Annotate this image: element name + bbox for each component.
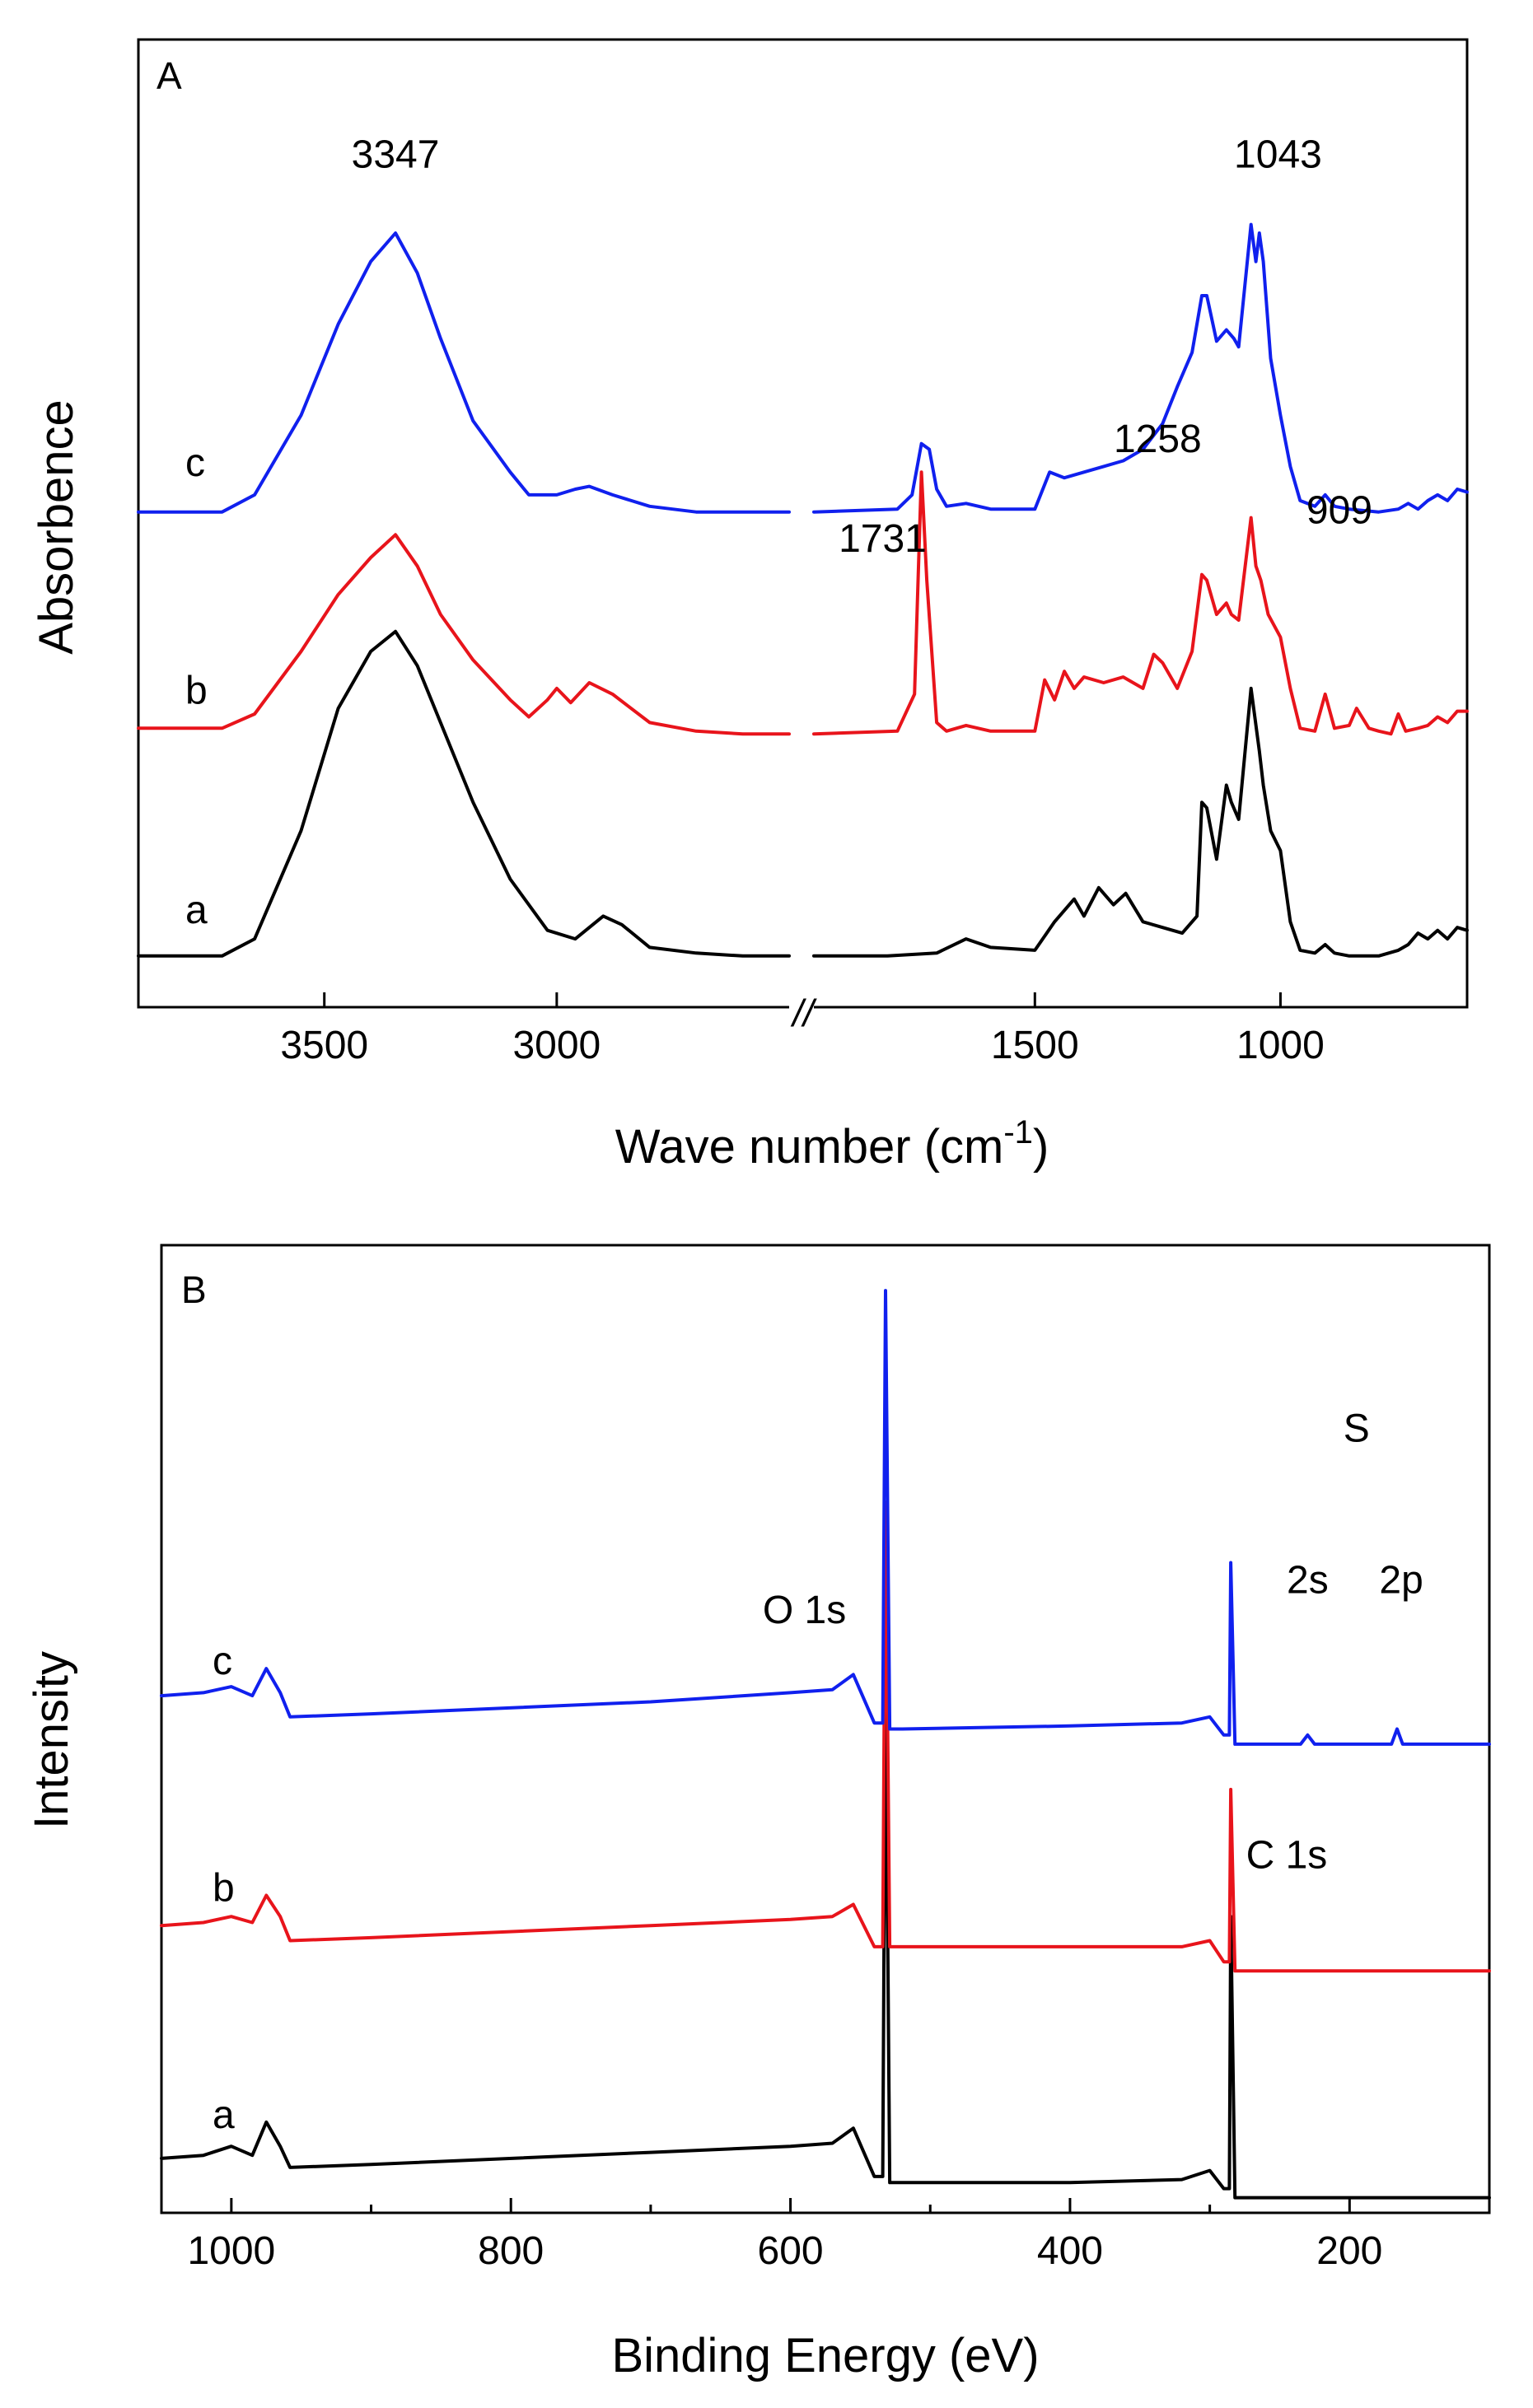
panel-b-series-b-line [160, 1500, 1491, 1973]
panel-b-annotation-C-1s: C 1s [1246, 1833, 1328, 1877]
panel-b-x-tick-label: 400 [1037, 2229, 1103, 2273]
panel-a-series-a-line [812, 686, 1469, 958]
panel-a-series-b-line [137, 533, 791, 736]
panel-b-annotation-S: S [1344, 1407, 1370, 1451]
panel-a-series-label-a: a [185, 889, 208, 932]
panel-a-annotation-3347: 3347 [352, 133, 440, 177]
panel-a-y-axis-label: Absorbence [30, 399, 83, 655]
panel-a-x-tick-label: 3000 [512, 1024, 601, 1067]
panel-a: A Absorbence Wave number (cm-1) // 3500 3… [30, 38, 1469, 1174]
panel-b-x-tick-label: 1000 [187, 2229, 275, 2273]
panel-b-frame [160, 1244, 1491, 2214]
panel-a-series-label-b: b [185, 670, 208, 713]
panel-b-series-a-line [160, 1667, 1491, 2200]
panel-a-series-labels: a b c [185, 441, 208, 932]
panel-a-axis-break-marker: // [790, 992, 817, 1034]
panel-b-annotation-2s: 2s [1287, 1558, 1329, 1602]
panel-b-series-label-b: b [213, 1867, 235, 1911]
panel-b-curves [160, 1289, 1491, 2200]
panel-a-x-axis-label: Wave number (cm-1) [615, 1114, 1049, 1174]
panel-b-x-tick-label: 600 [758, 2229, 824, 2273]
panel-a-x-tick-label: 1000 [1236, 1024, 1325, 1067]
panel-b-x-tick-label: 800 [478, 2229, 544, 2273]
panel-a-series-c-line [137, 231, 791, 514]
panel-a-x-tick-label: 1500 [991, 1024, 1079, 1067]
panel-a-ticks: 3500 3000 1500 1000 [280, 992, 1325, 1067]
panel-a-annotation-1258: 1258 [1114, 418, 1202, 461]
panel-a-series-c-line [812, 222, 1469, 514]
panel-b-series-label-a: a [213, 2093, 235, 2137]
panel-a-label: A [157, 54, 182, 97]
panel-b-label: B [181, 1268, 207, 1311]
panel-b-x-axis-label: Binding Energy (eV) [611, 2329, 1039, 2382]
panel-a-series-a-line [137, 629, 791, 958]
panel-b-annotation-2p: 2p [1379, 1558, 1423, 1602]
panel-b-annotations: O 1s C 1s S 2s 2p [763, 1407, 1423, 1878]
panel-b-series-labels: a b c [213, 1640, 235, 2137]
panel-a-axis-break-gap [789, 998, 814, 1018]
panel-b-ticks: 1000 800 600 400 200 [187, 2198, 1491, 2273]
panel-a-x-axis-label-superscript: -1 [1003, 1114, 1033, 1150]
panel-a-series-label-c: c [185, 441, 205, 485]
panel-b-x-tick-label: 200 [1316, 2229, 1382, 2273]
panel-b-series-label-c: c [213, 1640, 232, 1683]
panel-b-series-c-line [160, 1289, 1491, 1746]
panel-a-series-b-line [812, 470, 1469, 736]
panel-b-annotation-O-1s: O 1s [763, 1589, 846, 1632]
panel-a-curves [137, 222, 1469, 958]
panel-a-annotation-909: 909 [1306, 489, 1372, 533]
panel-a-curve-break-gap [789, 329, 814, 988]
panel-b: B Intensity Binding Energy (eV) 1000 800 6… [25, 1244, 1491, 2382]
panel-a-annotations: 3347 1043 1731 1258 909 [352, 133, 1372, 562]
panel-b-y-axis-label: Intensity [25, 1651, 78, 1829]
panel-a-x-tick-label: 3500 [280, 1024, 368, 1067]
panel-a-annotation-1043: 1043 [1234, 133, 1322, 177]
panel-a-annotation-1731: 1731 [839, 517, 927, 561]
